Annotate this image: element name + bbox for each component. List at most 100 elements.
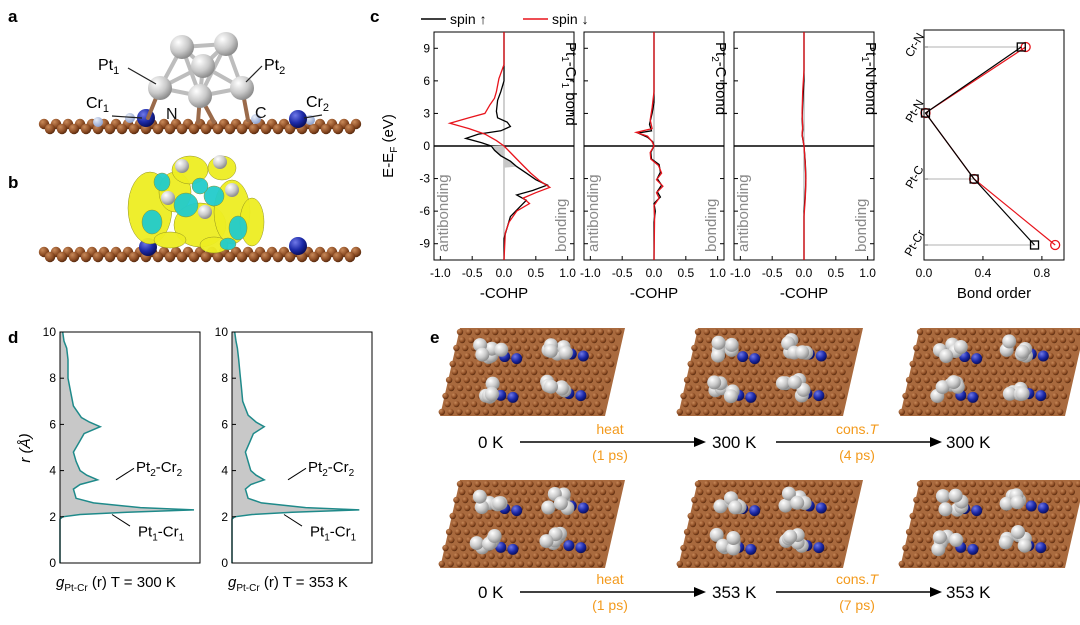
bonding-label: bonding [853, 199, 870, 252]
carbon-atom [572, 360, 580, 368]
carbon-atom [911, 520, 919, 528]
carbon-atom [591, 336, 598, 344]
carbon-atom [845, 512, 853, 520]
carbon-atom [919, 392, 927, 400]
carbon-atom [483, 480, 490, 488]
carbon-atom [960, 480, 968, 488]
carbon-atom [764, 560, 771, 568]
carbon-atom [495, 368, 503, 376]
carbon-atom [448, 536, 455, 544]
carbon-atom [464, 352, 471, 360]
pt-atom [726, 541, 741, 556]
carbon-atom [964, 368, 971, 376]
carbon-atom [582, 488, 589, 496]
carbon-atom [462, 400, 469, 408]
carbon-atom [784, 512, 791, 520]
carbon-atom [224, 251, 236, 263]
carbon-atom [767, 488, 774, 496]
chromium-atom [737, 351, 749, 363]
carbon-atom [707, 368, 714, 376]
occupied-fill [491, 145, 517, 168]
carbon-atom [1026, 368, 1033, 376]
pt-atom [711, 348, 725, 363]
isosurface-lobe [191, 177, 209, 195]
carbon-atom [853, 480, 860, 488]
carbon-atom [985, 504, 993, 512]
carbon-atom [462, 552, 469, 560]
carbon-atom [1018, 400, 1026, 408]
carbon-atom [752, 344, 760, 352]
carbon-atom [537, 512, 544, 520]
carbon-atom [518, 384, 525, 392]
carbon-atom [1064, 352, 1072, 360]
carbon-atom [1043, 368, 1051, 376]
carbon-atom [538, 488, 545, 496]
carbon-atom [1042, 488, 1049, 496]
chromium-atom [745, 391, 757, 403]
carbon-atom [720, 408, 727, 416]
carbon-atom [844, 480, 851, 488]
carbon-atom [474, 328, 481, 336]
bond-order-marker [969, 174, 979, 184]
carbon-atom [819, 512, 826, 520]
carbon-atom [455, 352, 462, 360]
carbon-atom [919, 488, 926, 496]
carbon-atom [509, 408, 516, 416]
carbon-atom [491, 408, 498, 416]
carbon-atom [996, 328, 1003, 336]
carbon-atom [438, 408, 445, 416]
carbon-atom [176, 123, 188, 135]
carbon-atom [916, 408, 923, 416]
carbon-atom [553, 480, 560, 488]
carbon-atom [692, 376, 700, 384]
carbon-atom [932, 504, 940, 512]
carbon-atom [916, 536, 924, 544]
y-tick-label: 4 [49, 464, 56, 478]
carbon-atom [755, 408, 763, 416]
carbon-atom [786, 520, 793, 528]
carbon-atom [993, 376, 1001, 384]
pt-atom [188, 84, 212, 108]
bond-title: Pt1-Cr1 bond [559, 42, 579, 126]
carbon-atom [962, 360, 969, 368]
antibonding-label: antibonding [585, 174, 602, 252]
carbon-atom [842, 504, 850, 512]
pt-atom [999, 496, 1014, 511]
carbon-atom [494, 488, 501, 496]
carbon-atom [936, 336, 943, 344]
carbon-atom [526, 560, 533, 568]
carbon-atom [463, 528, 470, 536]
x-axis-label: Bond order [957, 285, 1031, 302]
bonding-label: bonding [553, 199, 570, 252]
carbon-atom [683, 528, 691, 536]
carbon-atom [777, 368, 785, 376]
carbon-atom [56, 251, 68, 263]
carbon-atom [1048, 536, 1056, 544]
carbon-atom [1050, 512, 1057, 520]
carbon-atom [946, 368, 954, 376]
carbon-atom [763, 504, 771, 512]
chromium-atom [813, 390, 825, 402]
carbon-atom [711, 408, 719, 416]
carbon-atom [835, 480, 842, 488]
carbon-atom [497, 400, 504, 408]
carbon-atom [1043, 520, 1051, 528]
carbon-atom [1061, 520, 1068, 528]
carbon-atom [821, 520, 829, 528]
carbon-atom [835, 536, 843, 544]
carbon-atom [703, 408, 710, 416]
pt-atom [1015, 386, 1030, 401]
carbon-atom [80, 123, 92, 135]
carbon-atom [459, 336, 466, 344]
carbon-atom [494, 336, 501, 344]
carbon-atom [820, 488, 827, 496]
carbon-atom [509, 536, 517, 544]
carbon-atom [473, 560, 481, 568]
carbon-atom [587, 504, 594, 512]
carbon-atom [735, 400, 742, 408]
carbon-atom [1030, 560, 1038, 568]
carbon-atom [955, 368, 963, 376]
pt-atom [713, 499, 728, 514]
carbon-atom [1055, 528, 1062, 536]
